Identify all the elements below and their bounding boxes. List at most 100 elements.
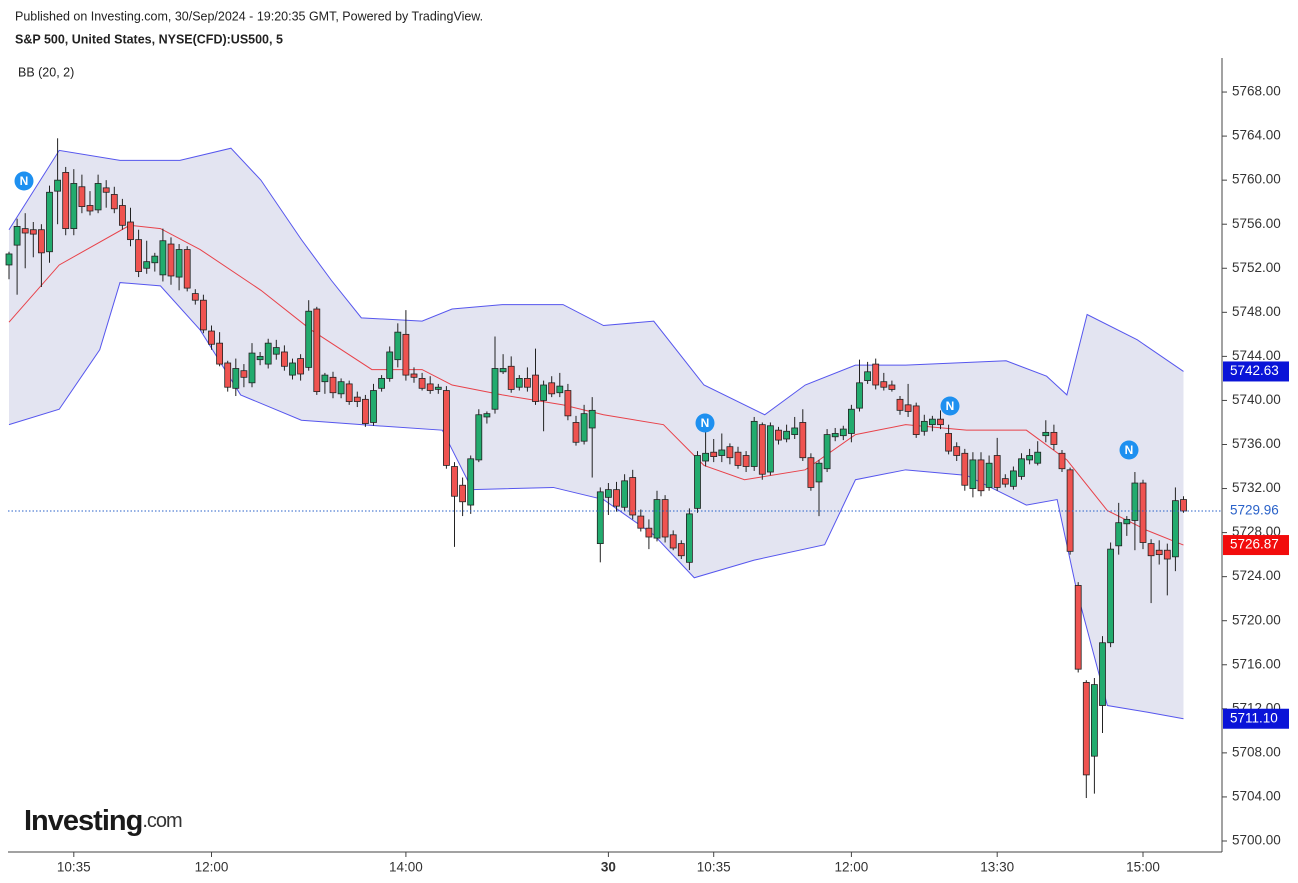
series-label: 5742.63 xyxy=(1230,363,1279,378)
news-marker-label: N xyxy=(701,416,710,430)
candle-body xyxy=(1115,522,1123,547)
candle-body xyxy=(305,310,313,368)
candle-body xyxy=(86,205,94,212)
x-tick-label: 13:30 xyxy=(980,860,1014,875)
candle-body xyxy=(823,434,831,470)
candle-body xyxy=(556,385,564,394)
candle-body xyxy=(880,381,888,388)
candle-body xyxy=(1131,482,1139,521)
candle-body xyxy=(208,330,215,345)
y-tick-label: 5736.00 xyxy=(1232,436,1281,451)
candle-body xyxy=(1026,455,1033,461)
candle-body xyxy=(1147,543,1155,557)
candle-body xyxy=(920,420,928,432)
candle-body xyxy=(475,414,483,461)
candle-body xyxy=(127,221,134,241)
logo-suffix: .com xyxy=(142,810,182,832)
candle-body xyxy=(694,455,701,509)
news-marker[interactable] xyxy=(1119,440,1139,460)
candle-body xyxy=(1107,548,1114,644)
candle-body xyxy=(467,458,475,506)
candle-body xyxy=(143,261,151,269)
candle-body xyxy=(856,382,863,409)
candle-body xyxy=(734,451,742,466)
candle-body xyxy=(872,363,880,386)
candle-body xyxy=(94,183,102,211)
candle-body xyxy=(605,489,612,498)
candle-body xyxy=(13,226,21,246)
news-marker[interactable] xyxy=(940,396,960,416)
candle-body xyxy=(799,422,807,459)
x-tick-label: 10:35 xyxy=(697,860,731,875)
candle-body xyxy=(29,229,37,235)
candle-body xyxy=(848,408,855,434)
candle-body xyxy=(232,368,240,389)
candle-body xyxy=(904,404,912,412)
candle-body xyxy=(483,413,491,418)
candle-body xyxy=(791,427,799,435)
series-label: 5711.10 xyxy=(1230,710,1278,725)
candle-body xyxy=(175,249,183,278)
candle-body xyxy=(1058,452,1066,470)
candle-body xyxy=(507,365,515,390)
candle-body xyxy=(1180,499,1187,512)
candle-body xyxy=(386,351,394,379)
candle-body xyxy=(199,299,207,331)
candle-body xyxy=(515,378,523,388)
candle-body xyxy=(297,358,305,375)
news-marker[interactable] xyxy=(14,171,34,191)
candle-body xyxy=(929,418,936,426)
news-marker-label: N xyxy=(1125,443,1134,457)
candle-body xyxy=(564,390,572,417)
candle-body xyxy=(248,352,256,384)
candle-body xyxy=(645,527,653,538)
candle-body xyxy=(896,398,904,411)
candle-body xyxy=(410,373,418,378)
news-marker[interactable] xyxy=(695,413,715,433)
candle-body xyxy=(621,480,628,508)
candle-body xyxy=(499,368,507,373)
candle-body xyxy=(1074,585,1082,670)
candle-body xyxy=(596,491,604,545)
candle-body xyxy=(264,342,272,365)
y-tick-label: 5760.00 xyxy=(1232,172,1281,187)
y-tick-label: 5740.00 xyxy=(1232,392,1281,407)
y-tick-label: 5764.00 xyxy=(1232,128,1281,143)
candle-body xyxy=(758,424,766,475)
candle-body xyxy=(451,466,458,497)
candle-body xyxy=(742,455,750,467)
candle-body xyxy=(1099,642,1106,706)
candle-body xyxy=(912,405,920,435)
candle-body xyxy=(62,172,70,230)
candle-body xyxy=(661,499,669,538)
candle-body xyxy=(710,451,718,458)
candle-body xyxy=(378,378,386,389)
candle-body xyxy=(426,383,434,391)
series-label-box xyxy=(1223,361,1289,382)
candle-body xyxy=(572,422,580,443)
x-tick-label: 30 xyxy=(601,860,616,875)
price-label-box xyxy=(1223,501,1289,522)
symbol-title: S&P 500, United States, NYSE(CFD):US500,… xyxy=(15,32,283,46)
candle-body xyxy=(78,186,86,207)
candle-body xyxy=(613,489,620,507)
candle-body xyxy=(224,362,232,388)
candle-body xyxy=(370,390,377,423)
candle-body xyxy=(167,243,175,277)
candle-body xyxy=(191,293,199,301)
candle-body xyxy=(1018,458,1025,477)
y-tick-label: 5700.00 xyxy=(1232,833,1281,848)
candle-body xyxy=(1155,549,1163,556)
candle-body xyxy=(532,374,539,402)
y-tick-label: 5744.00 xyxy=(1232,348,1281,363)
band-line xyxy=(8,147,1184,416)
candle-body xyxy=(669,534,677,549)
candle-body xyxy=(434,386,442,390)
candle-body xyxy=(46,191,53,253)
candle-body xyxy=(491,368,499,410)
candle-body xyxy=(686,513,693,563)
x-tick-label: 15:00 xyxy=(1126,860,1160,875)
candle-body xyxy=(961,452,969,486)
